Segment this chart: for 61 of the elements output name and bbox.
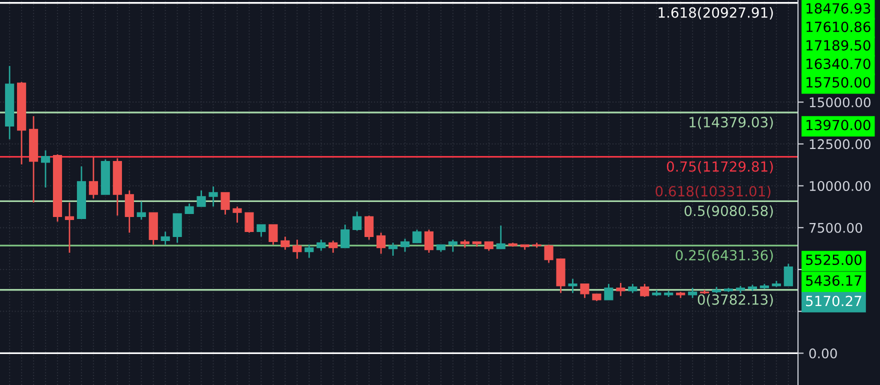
candlestick [172,212,182,244]
candlestick [256,224,266,238]
candlestick [640,283,650,298]
text: 5436.17 [806,275,862,286]
candlestick [136,200,146,220]
candlestick [184,202,194,214]
candlestick [544,244,554,264]
text: 5525.00 [806,254,862,266]
candlestick [232,206,242,224]
candlestick [208,186,218,208]
y-tick-label: 12500.00 [810,139,870,150]
candlestick [40,150,50,188]
candlestick [628,283,638,294]
text: 15750.00 [806,77,870,88]
candlestick [64,202,74,254]
candlestick [424,228,434,254]
ref-line-label: 0(3782.13) [698,294,773,306]
candlestick [280,236,290,250]
candlestick [292,239,302,260]
candlestick [376,232,386,254]
ref-line-label: 0.25(6431.36) [676,250,773,262]
text: 17189.50 [806,40,870,51]
text: 18476.93 [806,3,870,14]
candlestick [400,238,410,252]
y-tick-label: 10000.00 [810,181,870,192]
text: 16340.70 [806,58,870,70]
ref-line-label: 1.618(20927.91) [658,7,773,20]
candlestick [616,282,626,297]
annotation: 0.618(10331.01) [656,186,770,198]
text: 17610.86 [806,22,870,32]
candlestick [340,224,350,248]
candlestick [88,156,98,200]
ref-line-label: 0.75(11729.81) [666,161,773,174]
candlestick [484,241,494,252]
candlestick [388,242,398,256]
candlestick [160,230,170,246]
candlestick [364,214,374,240]
text: 13970.00 [806,120,870,130]
candlestick [316,239,326,252]
candlestick [568,278,578,294]
candlestick [196,190,206,208]
candlestick [268,224,278,246]
candlestick [244,212,254,234]
candlestick [124,190,134,234]
ref-line-label: 1(14379.03) [690,116,773,130]
ref-line-label: 0.5(9080.58) [684,205,773,218]
text: 5170.27 [806,296,862,306]
candlestick [448,239,458,252]
y-tick-label: 7500.00 [810,222,862,233]
candlestick [412,228,422,244]
candlestick [352,210,362,232]
candlestick [304,244,314,258]
candlestick [784,263,793,287]
candlestick [220,192,230,216]
candlestick [604,283,614,301]
candlestick [688,287,698,299]
candlestick [496,224,506,250]
y-tick-label: 0.00 [809,348,837,358]
candlestick [580,283,590,299]
candlestick [328,240,338,254]
y-tick-label: 15000.00 [810,97,870,108]
